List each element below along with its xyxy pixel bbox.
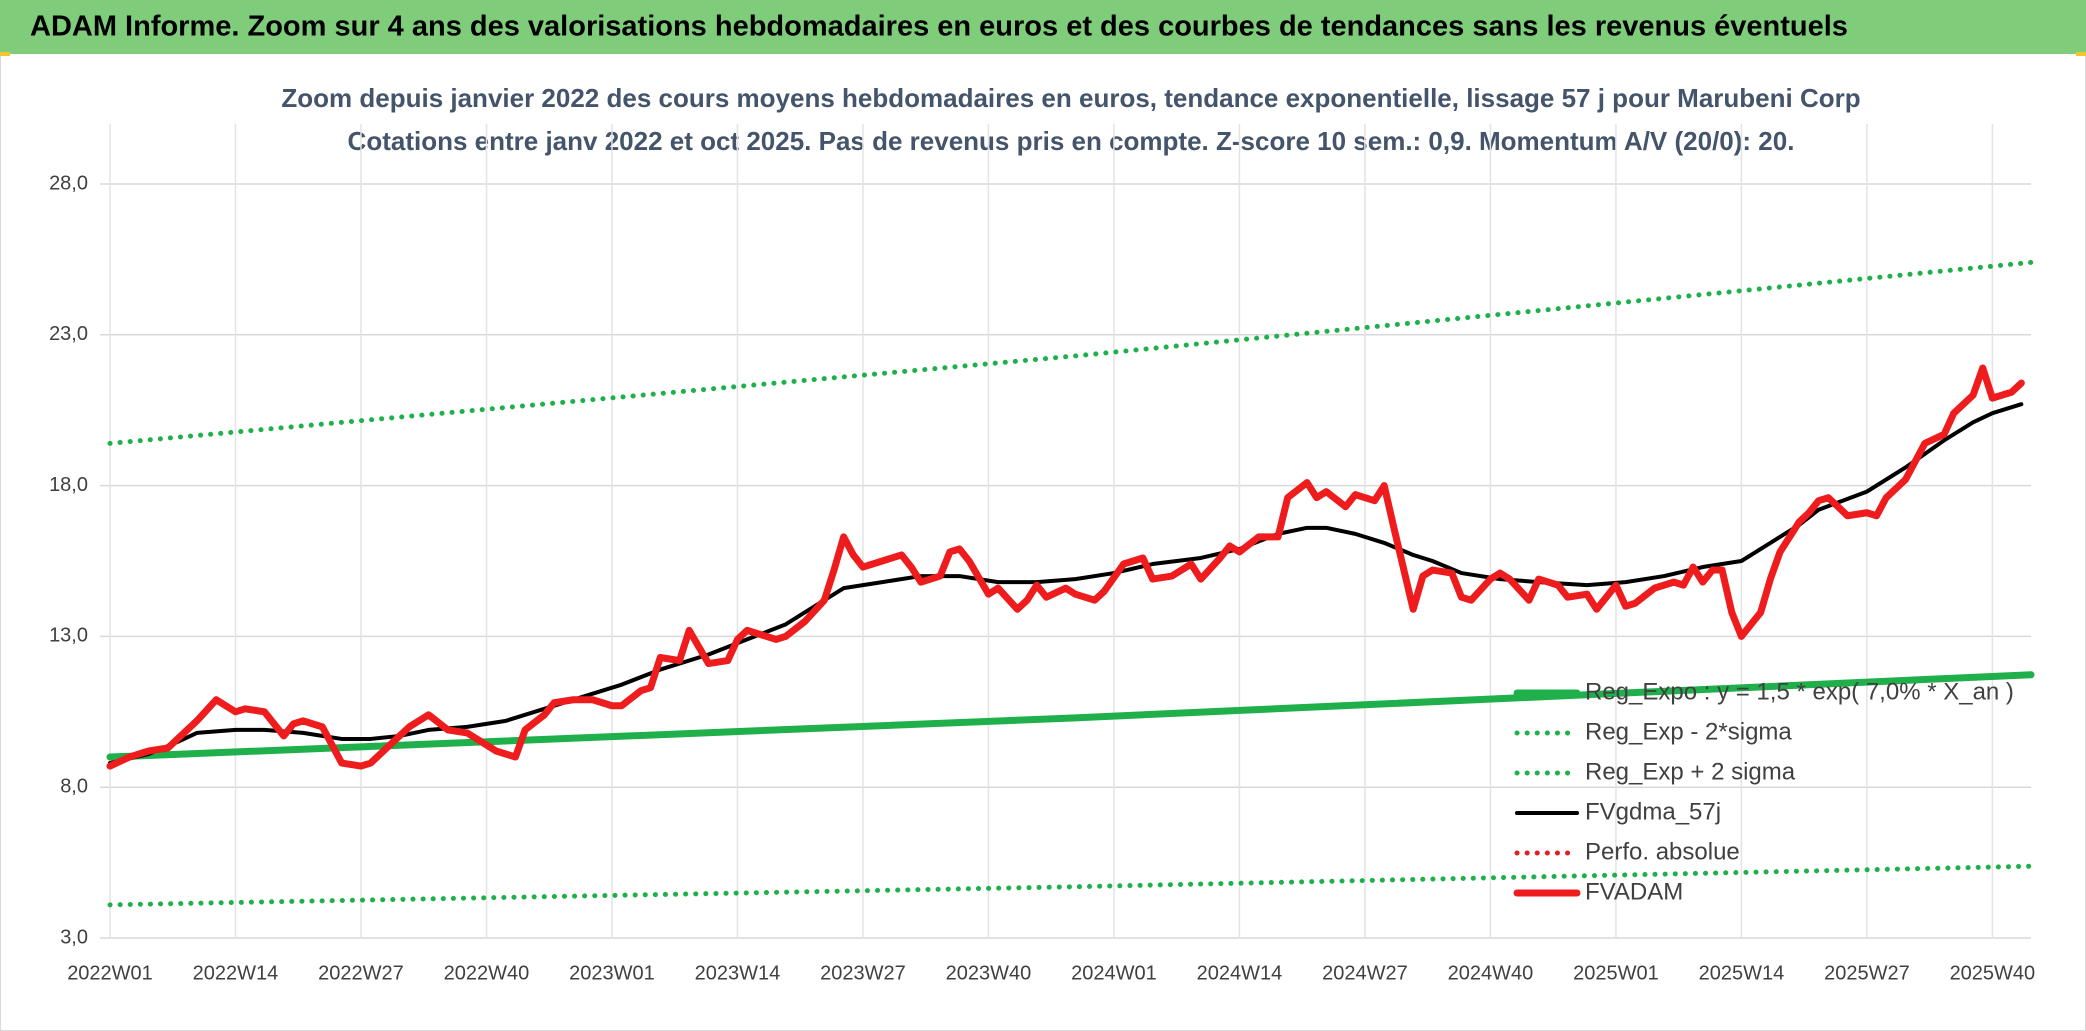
x-tick-label: 2024W14 — [1197, 962, 1283, 984]
legend-label: Perfo. absolue — [1585, 838, 1740, 865]
x-tick-label: 2024W27 — [1322, 962, 1408, 984]
x-tick-label: 2022W40 — [444, 962, 530, 984]
legend-label: FVgdma_57j — [1585, 798, 1721, 825]
x-tick-label: 2023W40 — [946, 962, 1032, 984]
x-tick-label: 2022W14 — [193, 962, 279, 984]
legend-label: Reg_Expo : y = 1,5 * exp( 7,0% * X_an ) — [1585, 678, 2014, 705]
legend: Reg_Expo : y = 1,5 * exp( 7,0% * X_an ) R… — [1513, 678, 2014, 905]
x-tick-label: 2022W01 — [67, 962, 153, 984]
x-tick-label: 2024W01 — [1071, 962, 1157, 984]
series-line — [107, 863, 2034, 908]
x-tick-label: 2025W40 — [1950, 962, 2036, 984]
x-tick-label: 2022W27 — [318, 962, 404, 984]
subtitle: Zoom depuis janvier 2022 des cours moyen… — [281, 83, 1860, 113]
x-tick-label: 2023W01 — [569, 962, 655, 984]
y-tick-label: 23,0 — [49, 323, 88, 345]
legend-label: Reg_Exp + 2 sigma — [1585, 758, 1796, 785]
chart-title: ADAM Informe. Zoom sur 4 ans des valoris… — [30, 11, 1848, 43]
plot — [106, 259, 2035, 908]
x-tick-label: 2025W01 — [1573, 962, 1659, 984]
y-tick-label: 18,0 — [49, 474, 88, 496]
legend-label: Reg_Exp - 2*sigma — [1585, 718, 1792, 745]
grid: 3,0 8,0 13,0 18,0 23,0 28,0 2022W01 2022W14 2022… — [49, 124, 2035, 984]
series-line — [106, 364, 2025, 770]
subtitle: Cotations entre janv 2022 et oct 2025. P… — [348, 126, 1795, 156]
y-tick-label: 8,0 — [60, 775, 88, 797]
y-tick-label: 28,0 — [49, 172, 88, 194]
title-bar — [0, 0, 2086, 54]
series-line — [106, 671, 2035, 761]
x-tick-label: 2024W40 — [1448, 962, 1534, 984]
legend-label: FVADAM — [1585, 878, 1683, 905]
x-tick-label: 2023W14 — [695, 962, 781, 984]
corner — [2076, 52, 2086, 56]
series-line — [107, 259, 2034, 446]
y-tick-label: 3,0 — [60, 926, 88, 948]
corner — [0, 52, 10, 56]
x-tick-label: 2025W14 — [1699, 962, 1785, 984]
x-tick-label: 2025W27 — [1824, 962, 1910, 984]
x-tick-label: 2023W27 — [820, 962, 906, 984]
y-tick-label: 13,0 — [49, 625, 88, 647]
